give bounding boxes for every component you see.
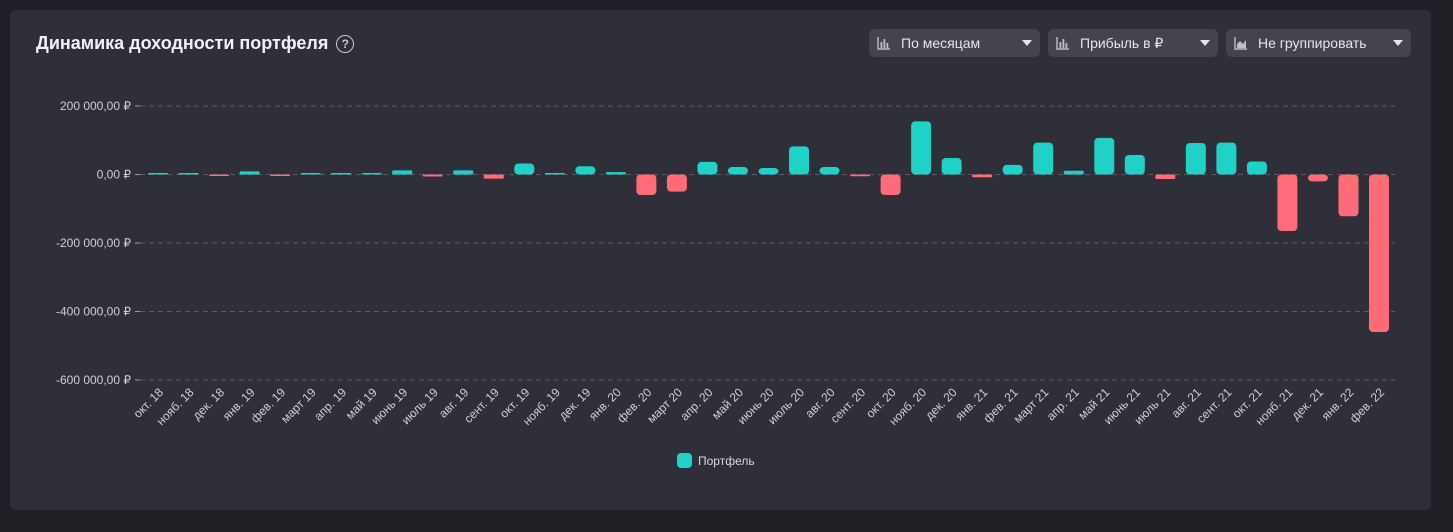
bar[interactable] [880, 174, 901, 196]
bars [148, 121, 1389, 333]
grouping-dropdown[interactable]: Не группировать [1226, 29, 1411, 57]
metric-dropdown-label: Прибыль в ₽ [1080, 34, 1164, 51]
grouping-dropdown-label: Не группировать [1258, 35, 1367, 51]
bar[interactable] [575, 166, 596, 175]
y-tick-label: -200 000,00 ₽ [56, 236, 131, 250]
bar[interactable] [148, 173, 168, 175]
bar[interactable] [1063, 170, 1084, 175]
area-chart-icon [1234, 37, 1247, 50]
y-tick-label: -400 000,00 ₽ [56, 305, 131, 319]
bar[interactable] [1002, 164, 1023, 175]
bar[interactable] [666, 174, 687, 192]
x-tick-label: апр. 21 [1044, 385, 1082, 423]
bar[interactable] [1277, 174, 1298, 232]
header: Динамика доходности портфеля ? [36, 33, 355, 54]
x-tick-label: апр. 19 [311, 385, 349, 423]
bar[interactable] [1369, 174, 1389, 333]
legend-label: Портфель [698, 453, 755, 468]
page-title: Динамика доходности портфеля [36, 33, 329, 53]
bar[interactable] [514, 163, 535, 175]
x-tick-label: дек. 21 [1289, 385, 1327, 423]
help-icon[interactable]: ? [336, 34, 355, 53]
bar[interactable] [605, 172, 626, 175]
bar-chart-icon [1056, 37, 1069, 50]
bar[interactable] [1185, 142, 1206, 175]
bar[interactable] [727, 166, 748, 175]
x-tick-label: сент. 19 [461, 385, 502, 426]
period-dropdown[interactable]: По месяцам [869, 29, 1040, 57]
bar[interactable] [1124, 154, 1145, 175]
bar[interactable] [1033, 142, 1054, 175]
bar[interactable] [972, 174, 993, 178]
grid [140, 105, 1395, 381]
bar[interactable] [300, 173, 321, 175]
legend[interactable]: Портфель [677, 453, 755, 468]
chevron-down-icon [1200, 40, 1210, 46]
period-dropdown-label: По месяцам [901, 35, 981, 51]
x-tick-label: дек. 19 [556, 385, 594, 423]
legend-swatch [677, 453, 692, 468]
x-tick-label: апр. 20 [677, 385, 715, 423]
bar[interactable] [209, 174, 230, 177]
bar[interactable] [422, 174, 443, 177]
bar[interactable] [331, 173, 352, 175]
bar[interactable] [544, 173, 565, 175]
bar[interactable] [636, 174, 657, 196]
y-axis: 200 000,00 ₽ 0,00 ₽ -200 000,00 ₽ -400 000,… [56, 99, 140, 387]
chevron-down-icon [1022, 40, 1032, 46]
bar[interactable] [270, 174, 291, 177]
bar[interactable] [941, 158, 962, 175]
bar[interactable] [1246, 161, 1267, 175]
bar-chart-icon [877, 37, 890, 50]
bar[interactable] [697, 161, 718, 175]
bar[interactable] [239, 171, 260, 175]
bar[interactable] [850, 174, 871, 177]
chart-card [10, 10, 1431, 510]
bar[interactable] [453, 170, 474, 175]
bar[interactable] [1216, 142, 1237, 175]
bar[interactable] [392, 170, 413, 175]
bar[interactable] [758, 167, 779, 175]
y-tick-label: 0,00 ₽ [97, 168, 132, 182]
y-tick-label: 200 000,00 ₽ [60, 99, 131, 113]
x-tick-label: дек. 18 [190, 385, 228, 423]
bar[interactable] [483, 174, 504, 179]
chevron-down-icon [1393, 40, 1403, 46]
x-tick-label: фев. 22 [1347, 385, 1387, 425]
x-tick-label: дек. 20 [922, 385, 960, 423]
bar[interactable] [1338, 174, 1359, 217]
bar[interactable] [1155, 174, 1176, 179]
chart-controls: По месяцам Прибыль в ₽ Не группировать [869, 29, 1411, 57]
bar[interactable] [361, 173, 382, 175]
bar[interactable] [911, 121, 932, 175]
bar[interactable] [1307, 174, 1328, 182]
bar[interactable] [819, 166, 840, 175]
y-tick-label: -600 000,00 ₽ [56, 373, 131, 387]
metric-dropdown[interactable]: Прибыль в ₽ [1048, 29, 1218, 57]
bar[interactable] [789, 146, 810, 175]
bar[interactable] [178, 173, 199, 175]
bar[interactable] [1094, 137, 1115, 175]
